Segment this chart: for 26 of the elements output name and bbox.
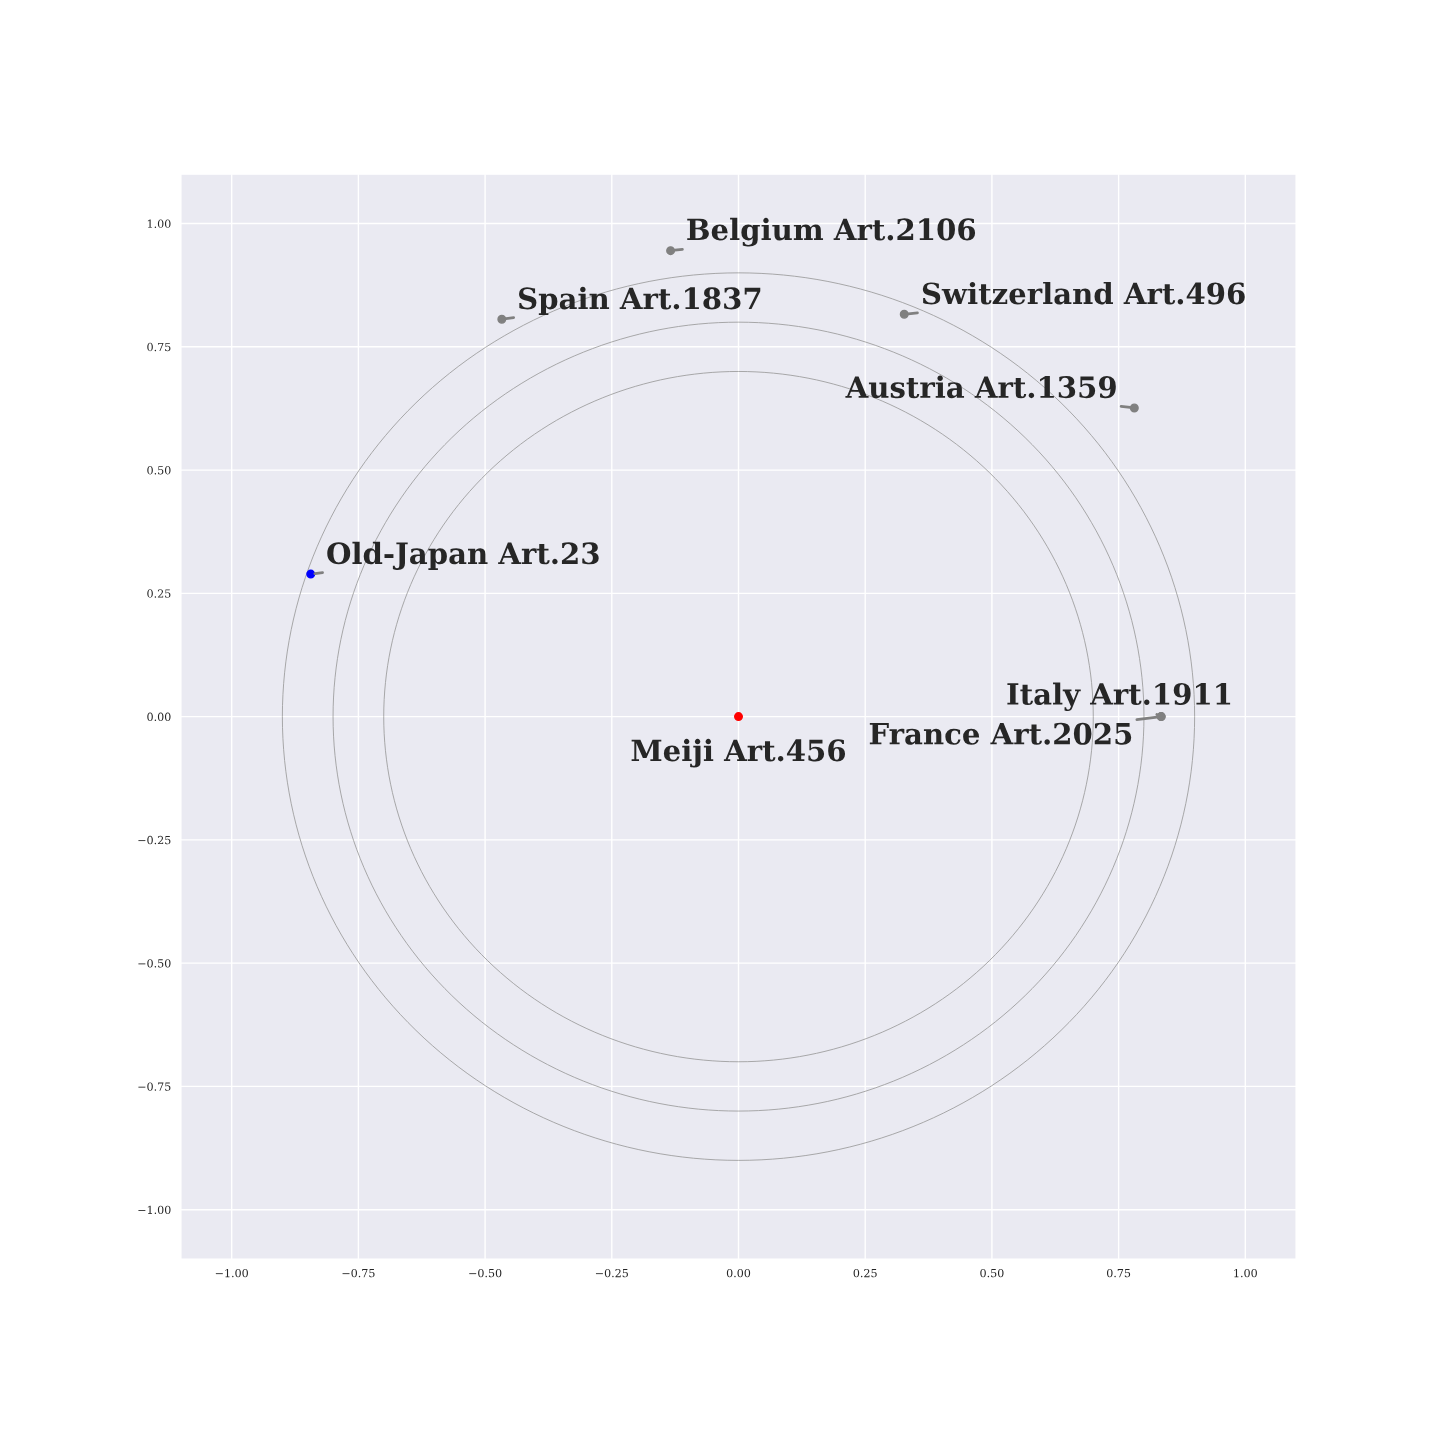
annotation: Belgium Art.2106 <box>687 217 976 247</box>
x-tick-label: −0.25 <box>595 1268 628 1278</box>
y-tick-label: −0.25 <box>138 835 171 845</box>
y-tick-label: 0.25 <box>147 589 171 598</box>
x-tick-label: 0.25 <box>853 1268 877 1278</box>
annotation: Meiji Art.456 <box>631 738 846 768</box>
x-tick-label: −1.00 <box>215 1268 248 1278</box>
annotation: Italy Art.1911 <box>1007 682 1231 712</box>
y-tick-label: 0.00 <box>147 712 171 721</box>
y-tick-label: 0.75 <box>147 342 171 352</box>
annotation: Switzerland Art.496 <box>922 281 1245 305</box>
y-tick-label: −0.75 <box>138 1082 171 1091</box>
annotation: France Art.2025 <box>869 722 1132 745</box>
x-tick-label: −0.50 <box>469 1268 502 1278</box>
x-tick-label: 0.75 <box>1106 1268 1131 1278</box>
y-tick-label: 0.50 <box>147 466 171 475</box>
annotation: Austria Art.1359 <box>845 375 1116 399</box>
x-tick-label: 1.00 <box>1234 1268 1257 1278</box>
y-tick-label: −0.50 <box>138 959 171 968</box>
x-tick-label: −0.75 <box>342 1268 375 1278</box>
y-tick-label: −1.00 <box>138 1205 171 1215</box>
x-tick-label: 0.50 <box>980 1268 1004 1278</box>
x-tick-label: 0.00 <box>726 1268 751 1278</box>
y-tick-label: 1.00 <box>147 219 171 228</box>
annotation: Spain Art.1837 <box>519 286 761 316</box>
annotation: Old-Japan Art.23 <box>327 541 599 570</box>
